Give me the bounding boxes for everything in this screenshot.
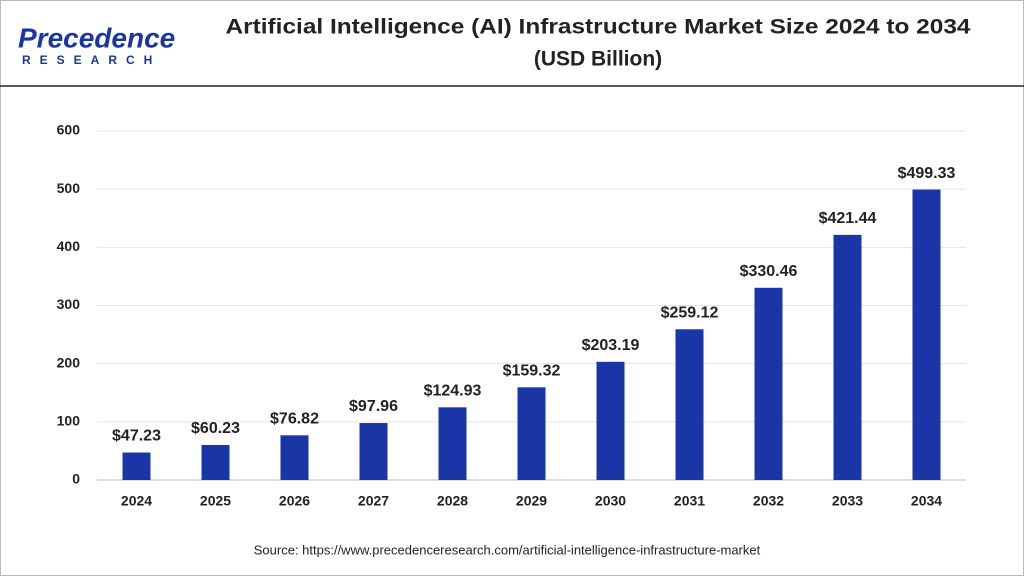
bar: [675, 329, 704, 480]
value-label: $97.96: [349, 398, 398, 415]
bar: [201, 444, 230, 480]
x-tick-label: 2032: [753, 493, 784, 509]
bar: [912, 189, 941, 480]
value-label: $259.12: [661, 304, 719, 321]
x-tick-label: 2031: [674, 493, 705, 509]
x-tick-label: 2033: [832, 493, 863, 509]
x-tick-label: 2025: [200, 493, 231, 509]
value-label: $499.33: [898, 165, 956, 182]
bar: [359, 423, 388, 480]
y-tick-label: 300: [57, 296, 81, 312]
value-label: $203.19: [582, 337, 640, 354]
value-label: $421.44: [819, 210, 877, 227]
value-label: $124.93: [424, 383, 482, 400]
x-tick-label: 2028: [437, 493, 468, 509]
bar: [754, 287, 783, 480]
x-tick-label: 2027: [358, 493, 389, 509]
y-tick-label: 100: [57, 413, 81, 429]
logo-name: Precedence: [18, 22, 175, 53]
x-tick-label: 2034: [911, 493, 942, 509]
chart-title: Artificial Intelligence (AI) Infrastruct…: [226, 16, 971, 39]
source-note: Source: https://www.precedenceresearch.c…: [254, 542, 761, 557]
bar: [517, 387, 546, 480]
chart-title: (USD Billion): [534, 48, 662, 71]
logo-sub: RESEARCH: [22, 53, 161, 67]
bar: [833, 234, 862, 480]
y-tick-label: 400: [57, 238, 81, 254]
x-tick-label: 2030: [595, 493, 626, 509]
value-label: $330.46: [740, 263, 798, 280]
x-tick-label: 2029: [516, 493, 547, 509]
value-label: $47.23: [112, 428, 161, 445]
y-tick-label: 500: [57, 180, 81, 196]
value-label: $60.23: [191, 420, 240, 437]
y-tick-label: 0: [72, 471, 80, 487]
x-tick-label: 2024: [121, 493, 152, 509]
bar: [596, 361, 625, 480]
value-label: $159.32: [503, 363, 561, 380]
bar: [438, 407, 467, 480]
x-tick-label: 2026: [279, 493, 310, 509]
bar: [280, 435, 309, 480]
y-tick-label: 200: [57, 354, 81, 370]
y-tick-label: 600: [57, 122, 81, 138]
value-label: $76.82: [270, 411, 319, 428]
bar: [122, 452, 151, 480]
